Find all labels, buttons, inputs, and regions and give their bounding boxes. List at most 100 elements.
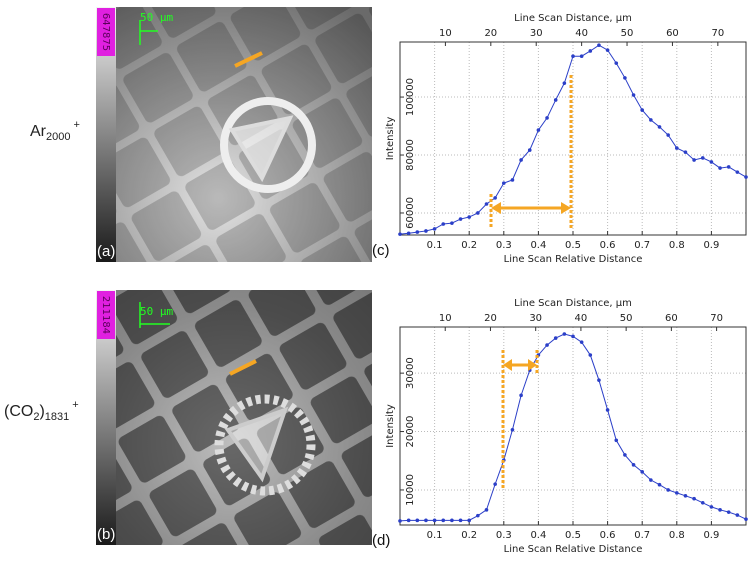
data-point [562,81,567,85]
data-point [709,160,714,164]
data-point [631,93,636,97]
panel-label: (d) [372,532,390,549]
y-axis-label: Intensity [385,404,396,448]
data-point [597,378,601,382]
data-point [571,334,575,339]
data-point [683,150,688,154]
data-point [640,470,644,474]
x2-tick-label: 20 [484,28,497,39]
data-point [493,482,497,486]
data-point [623,76,627,80]
x-tick-label: 0.5 [565,240,581,251]
x-tick-label: 0.3 [496,240,512,251]
x-tick-label: 0.9 [703,240,719,251]
data-point [562,332,567,336]
data-point [709,505,714,509]
data-point [519,393,523,398]
x2-tick-label: 30 [529,313,542,324]
label-sup: + [73,119,79,131]
data-point [545,116,549,120]
x-axis-label: Line Scan Relative Distance [504,544,643,555]
x2-tick-label: 70 [711,28,724,39]
panel-label: (a) [97,243,115,260]
x2-axis-label: Line Scan Distance, µm [514,298,632,309]
gear [220,97,316,193]
data-point [666,133,670,137]
colorbar-max-box [97,8,115,56]
data-point [623,453,627,457]
data-point [484,508,489,512]
data-point [718,166,722,170]
data-point [493,196,497,200]
data-point [415,518,420,523]
label-part: (CO [4,403,33,420]
data-point [614,61,619,65]
plot-frame [399,326,747,526]
x2-tick-label: 40 [575,313,588,324]
x-tick-label: 0.2 [461,530,477,541]
label-part: ) [39,403,44,420]
data-point [683,493,688,498]
data-point [588,49,593,53]
y-axis-label: Intensity [385,117,396,161]
x-tick-label: 0.8 [669,530,685,541]
x2-tick-label: 10 [439,28,452,39]
x-tick-label: 0.5 [565,530,581,541]
sem-image: 647875 50 µm (a) [96,7,372,262]
data-point [510,427,515,432]
scale-label: 50 µm [140,11,173,24]
data-point [450,518,454,523]
label-part: Ar [30,123,47,140]
row-label: (CO2)1831+ [4,399,79,423]
label-sup: + [72,399,78,411]
data-point [432,518,437,523]
data-point [597,43,601,47]
data-point [675,146,679,150]
data-point [649,478,653,482]
data-point [692,496,696,501]
data-point [631,463,636,467]
data-point [718,508,722,512]
data-point [675,491,679,495]
x2-tick-label: 60 [665,313,678,324]
data-point [726,510,731,514]
x2-tick-label: 40 [575,28,588,39]
data-point [502,181,506,185]
x2-tick-label: 60 [666,28,679,39]
series-line [399,44,747,235]
colorbar-max-box [97,291,115,339]
y-tick-label: 100000 [405,78,416,116]
data-point [588,353,593,357]
data-point [579,54,584,58]
data-point [579,340,584,344]
sem-image: 211184 50 µm (b) [96,290,372,545]
data-point [450,221,454,225]
x2-tick-label: 50 [621,28,634,39]
data-point [527,148,532,152]
row-label: Ar2000+ [30,119,80,143]
data-point [458,518,463,523]
data-point [398,232,402,236]
data-point [424,229,428,233]
x-tick-label: 0.4 [530,240,546,251]
y-tick-label: 60000 [405,197,416,229]
x-tick-label: 0.2 [461,240,477,251]
annotation [489,75,573,488]
data-point [571,54,575,58]
scan-line [234,51,263,68]
x2-tick-label: 30 [530,28,543,39]
scale-bar [139,302,170,328]
image-texture [116,290,372,545]
data-point [649,118,653,122]
y-tick-label: 80000 [405,139,416,171]
arrow-head [503,359,537,371]
data-point [510,178,515,182]
data-point [398,519,402,523]
label-sub: 2000 [46,131,70,143]
gear-inner [224,406,289,483]
data-point [441,518,446,523]
x-tick-label: 0.1 [427,530,443,541]
data-point [640,108,644,112]
data-point [458,217,463,221]
